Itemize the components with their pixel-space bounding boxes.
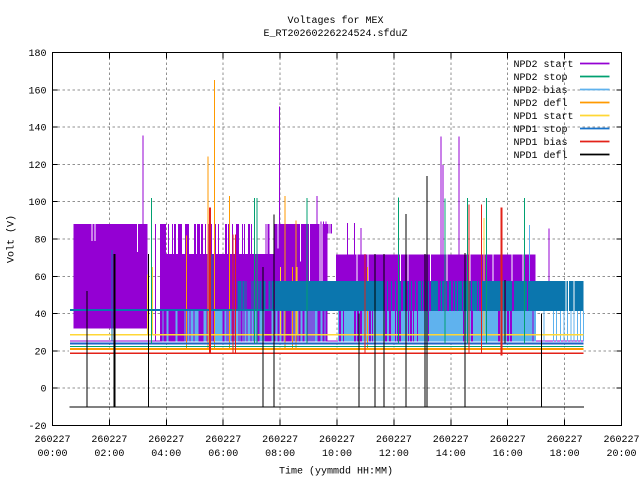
svg-text:20:00: 20:00 (606, 449, 636, 460)
svg-text:260227: 260227 (433, 435, 469, 446)
svg-text:140: 140 (28, 124, 46, 135)
svg-text:NPD2 bias: NPD2 bias (514, 85, 568, 97)
svg-text:NPD1 start: NPD1 start (514, 112, 574, 123)
svg-text:NPD2 start: NPD2 start (514, 60, 574, 71)
svg-text:NPD1 defl: NPD1 defl (514, 150, 568, 162)
svg-text:120: 120 (28, 161, 46, 172)
svg-text:260227: 260227 (547, 435, 583, 446)
svg-text:80: 80 (34, 236, 46, 247)
svg-text:Time (yymmdd HH:MM): Time (yymmdd HH:MM) (279, 466, 393, 478)
svg-text:08:00: 08:00 (265, 449, 295, 460)
svg-text:260227: 260227 (262, 435, 298, 446)
svg-text:02:00: 02:00 (94, 449, 124, 460)
svg-text:04:00: 04:00 (151, 449, 181, 460)
svg-text:NPD2 stop: NPD2 stop (514, 73, 568, 84)
svg-text:18:00: 18:00 (550, 449, 580, 460)
svg-text:260227: 260227 (376, 435, 412, 446)
svg-text:12:00: 12:00 (379, 449, 409, 460)
svg-text:260227: 260227 (490, 435, 526, 446)
svg-text:Voltages for MEX: Voltages for MEX (287, 15, 383, 27)
svg-text:100: 100 (28, 198, 46, 209)
svg-text:00:00: 00:00 (37, 449, 67, 460)
svg-text:260227: 260227 (603, 435, 639, 446)
svg-text:NPD2 defl: NPD2 defl (514, 98, 568, 110)
svg-text:10:00: 10:00 (322, 449, 352, 460)
svg-text:NPD1 stop: NPD1 stop (514, 125, 568, 136)
svg-text:E_RT20260226224524.sfduZ: E_RT20260226224524.sfduZ (263, 28, 407, 40)
svg-text:260227: 260227 (34, 435, 70, 446)
svg-text:260227: 260227 (319, 435, 355, 446)
svg-text:260227: 260227 (205, 435, 241, 446)
svg-text:260227: 260227 (148, 435, 184, 446)
svg-text:16:00: 16:00 (493, 449, 523, 460)
svg-text:160: 160 (28, 86, 46, 97)
svg-text:NPD1 bias: NPD1 bias (514, 137, 568, 149)
svg-text:-20: -20 (28, 422, 46, 433)
svg-text:Volt (V): Volt (V) (6, 215, 18, 263)
svg-text:14:00: 14:00 (436, 449, 466, 460)
svg-text:20: 20 (34, 347, 46, 358)
svg-text:180: 180 (28, 49, 46, 60)
svg-text:06:00: 06:00 (208, 449, 238, 460)
svg-text:60: 60 (34, 273, 46, 284)
svg-text:260227: 260227 (91, 435, 127, 446)
svg-text:40: 40 (34, 310, 46, 321)
svg-text:0: 0 (40, 385, 46, 396)
